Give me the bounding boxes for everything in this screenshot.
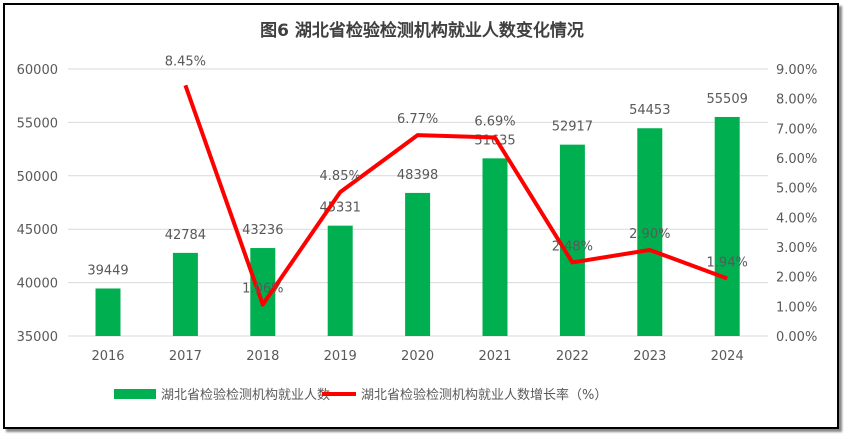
legend-label-line: 湖北省检验检测机构就业人数增长率（%）: [361, 387, 607, 403]
line-label: 4.85%: [320, 169, 361, 184]
y-right-tick: 3.00%: [776, 241, 817, 256]
x-tick: 2017: [169, 349, 202, 364]
y-right-tick: 2.00%: [776, 271, 817, 286]
bar: [482, 158, 508, 336]
y-left-tick: 45000: [17, 223, 58, 238]
line-label: 2.48%: [552, 239, 593, 254]
growth-line: [183, 84, 728, 307]
x-tick: 2016: [91, 349, 124, 364]
bar-label: 55509: [707, 92, 748, 107]
bar: [637, 128, 663, 336]
y-right-tick: 5.00%: [776, 182, 817, 197]
bar: [327, 225, 353, 336]
x-tick: 2024: [711, 349, 744, 364]
x-tick: 2023: [633, 349, 666, 364]
bar-label: 39449: [87, 263, 128, 278]
y-left-tick: 60000: [17, 63, 58, 78]
bar: [95, 288, 121, 336]
x-tick: 2020: [401, 349, 434, 364]
x-tick: 2018: [246, 349, 279, 364]
y-right-tick: 0.00%: [776, 330, 817, 345]
bar-label: 43236: [242, 223, 283, 238]
line-label: 2.90%: [629, 227, 670, 242]
y-right-tick: 7.00%: [776, 122, 817, 137]
x-tick: 2019: [324, 349, 357, 364]
line-label: 1.06%: [242, 282, 283, 297]
bar-label: 48398: [397, 168, 438, 183]
bar: [559, 144, 585, 336]
y-right-tick: 9.00%: [776, 63, 817, 78]
bar: [405, 192, 431, 336]
chart-title: 图6 湖北省检验检测机构就业人数变化情况: [260, 20, 584, 41]
y-right-tick: 8.00%: [776, 93, 817, 108]
x-tick: 2021: [478, 349, 511, 364]
x-tick: 2022: [556, 349, 589, 364]
y-right-tick: 1.00%: [776, 300, 817, 315]
line-label: 6.77%: [397, 112, 438, 127]
y-left-tick: 50000: [17, 170, 58, 185]
legend-label-bar: 湖北省检验检测机构就业人数: [161, 387, 330, 403]
y-left-tick: 35000: [17, 330, 58, 345]
line-label: 8.45%: [165, 54, 206, 69]
y-right-tick: 6.00%: [776, 152, 817, 167]
y-left-tick: 55000: [17, 116, 58, 131]
bar-label: 54453: [629, 103, 670, 118]
bar: [172, 252, 198, 336]
bar-label: 42784: [165, 228, 206, 243]
y-right-tick: 4.00%: [776, 211, 817, 226]
legend-swatch-bar: [114, 389, 156, 399]
line-label: 6.69%: [474, 115, 515, 130]
bar: [714, 116, 740, 336]
line-label: 1.94%: [707, 255, 748, 270]
y-left-tick: 40000: [17, 277, 58, 292]
bar-label: 52917: [552, 120, 593, 135]
